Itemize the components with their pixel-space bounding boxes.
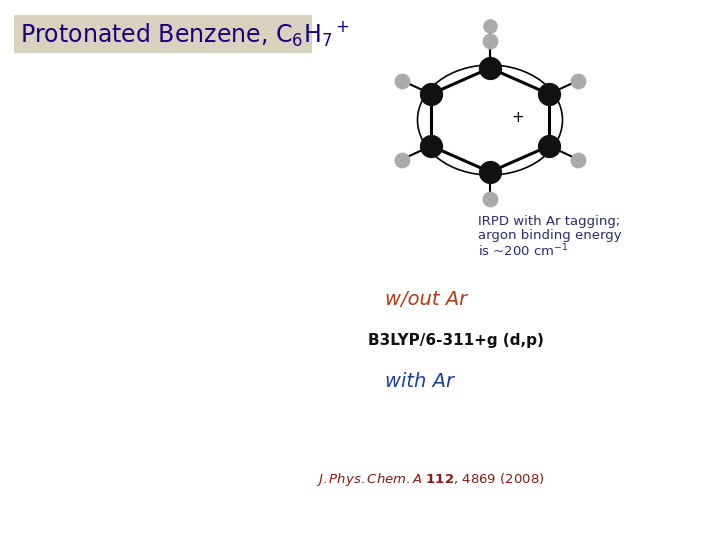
Point [426,90,437,98]
Text: B3LYP/6-311+g (d,p): B3LYP/6-311+g (d,p) [368,333,544,348]
Point [426,141,437,150]
Point [543,90,554,98]
Point [485,64,496,72]
Point [485,168,496,177]
Text: +: + [512,111,524,125]
Text: with Ar: with Ar [385,372,454,391]
Point [572,155,584,164]
Text: argon binding energy: argon binding energy [478,229,621,242]
FancyBboxPatch shape [14,15,312,53]
Point [485,37,496,45]
Text: w/out Ar: w/out Ar [385,290,467,309]
Point [543,141,554,150]
Text: $\it{J. Phys. Chem. A}$ $\bf{112}$, 4869 (2008): $\it{J. Phys. Chem. A}$ $\bf{112}$, 4869… [316,471,544,488]
Point [485,22,496,30]
Text: is ~200 cm$^{-1}$: is ~200 cm$^{-1}$ [478,243,569,260]
Point [485,195,496,204]
Point [572,76,584,85]
Text: Protonated Benzene, C$_6$H$_7$$^+$: Protonated Benzene, C$_6$H$_7$$^+$ [20,19,350,49]
Point [396,155,408,164]
Point [396,76,408,85]
Text: IRPD with Ar tagging;: IRPD with Ar tagging; [478,215,620,228]
